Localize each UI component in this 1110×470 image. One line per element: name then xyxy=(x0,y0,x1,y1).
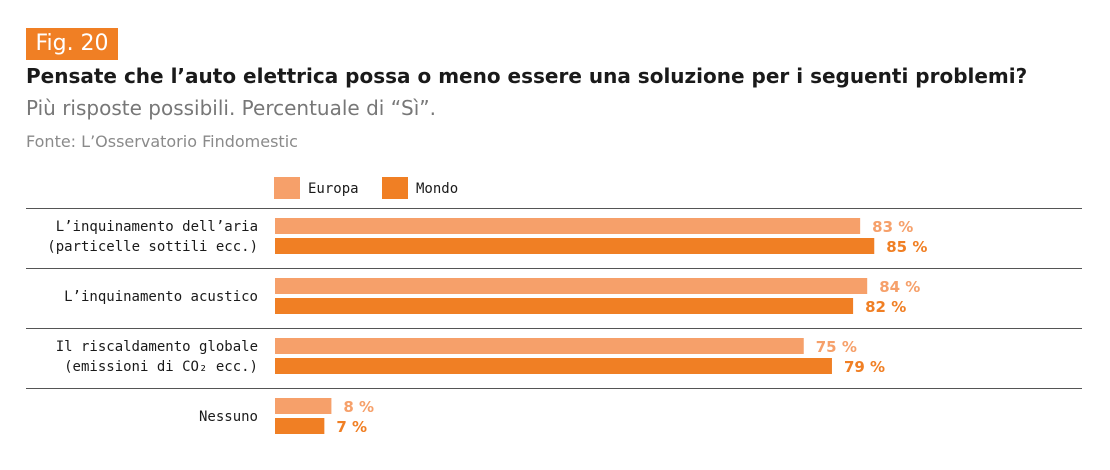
category-label: L’inquinamento acustico xyxy=(64,289,258,305)
value-label-europa: 8 % xyxy=(343,398,374,416)
legend-label-europa: Europa xyxy=(308,181,359,197)
bar-europa xyxy=(275,278,868,294)
legend-swatch-mondo xyxy=(382,177,408,199)
chart-source: Fonte: L’Osservatorio Findomestic xyxy=(26,132,298,151)
value-label-mondo: 79 % xyxy=(844,358,885,376)
category-label: L’inquinamento dell’aria xyxy=(56,219,258,235)
category-label: (particelle sottili ecc.) xyxy=(47,239,258,255)
bar-europa xyxy=(275,398,332,414)
category-label: (emissioni di CO₂ ecc.) xyxy=(64,359,258,375)
chart-title: Pensate che l’auto elettrica possa o men… xyxy=(26,64,1028,88)
value-label-mondo: 7 % xyxy=(336,418,367,436)
bar-europa xyxy=(275,338,804,354)
bar-mondo xyxy=(275,418,325,434)
value-label-europa: 83 % xyxy=(872,218,913,236)
value-label-mondo: 85 % xyxy=(886,238,927,256)
value-label-europa: 75 % xyxy=(816,338,857,356)
bar-mondo xyxy=(275,238,875,254)
category-label: Il riscaldamento globale xyxy=(56,339,258,355)
bar-mondo xyxy=(275,298,854,314)
value-label-europa: 84 % xyxy=(879,278,920,296)
figure-number-badge: Fig. 20 xyxy=(26,28,118,60)
legend-swatch-europa xyxy=(274,177,300,199)
legend-label-mondo: Mondo xyxy=(416,181,458,197)
bar-europa xyxy=(275,218,861,234)
category-label: Nessuno xyxy=(199,409,258,425)
value-label-mondo: 82 % xyxy=(865,298,906,316)
chart-subtitle: Più risposte possibili. Percentuale di “… xyxy=(26,96,437,120)
bar-mondo xyxy=(275,358,832,374)
